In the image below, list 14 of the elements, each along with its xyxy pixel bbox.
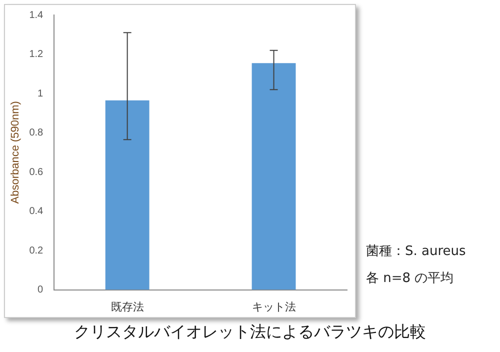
y-tick-label: 1.4 (29, 10, 44, 21)
text: クリスタルバイオレット法によるバラツキの比較 (73, 322, 427, 343)
y-tick-label: 1.2 (29, 49, 44, 60)
text: 菌種：S. aureus (366, 243, 466, 260)
y-tick-label: 0.2 (29, 245, 44, 256)
text: 各 n=8 の平均 (366, 270, 454, 287)
y-tick-label: 0.8 (29, 128, 44, 139)
y-tick-label: 1 (38, 88, 44, 100)
y-tick-label: 0.4 (29, 206, 44, 218)
x-tick-label: 既存法 (110, 300, 144, 314)
y-tick-label: 0.6 (29, 166, 44, 178)
x-tick-label: キット法 (252, 300, 296, 314)
y-tick-label: 0 (38, 284, 44, 296)
y-axis-title: Absorbance (590nm) (10, 101, 22, 204)
